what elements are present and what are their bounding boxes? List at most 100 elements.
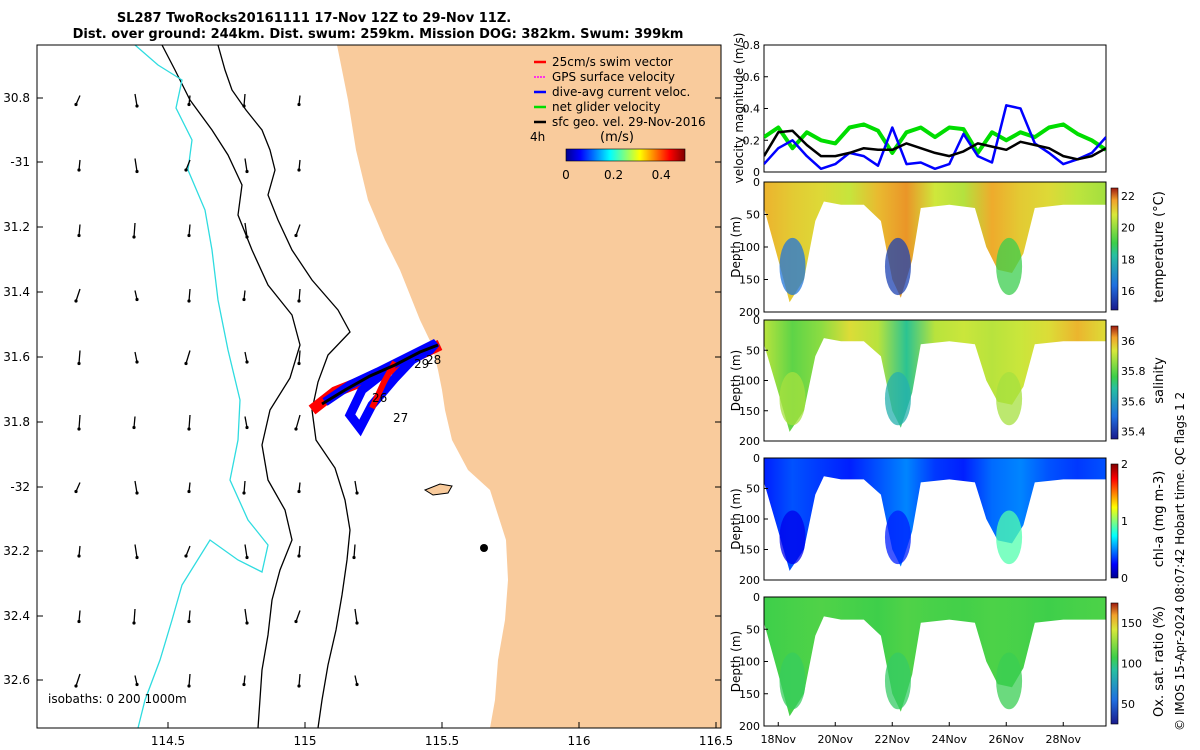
velocity-arrow	[134, 480, 138, 494]
footer-credit: © IMOS 15-Apr-2024 08:07:42 Hobart time.…	[1173, 392, 1187, 731]
section-fill-chl-a	[764, 458, 1106, 571]
section-y-tick-label: 150	[739, 274, 760, 287]
isobath-0m	[217, 45, 351, 728]
section-y-tick-label: 100	[739, 375, 760, 388]
isobath-200m	[161, 45, 301, 728]
velocity-y-tick-label: 0	[753, 166, 760, 179]
land-mass	[337, 45, 721, 728]
velocity-arrow	[75, 673, 81, 687]
date-tick-label: 22Nov	[875, 733, 911, 746]
section-y-tick-label: 200	[739, 306, 760, 319]
velocity-arrow	[295, 610, 301, 622]
velocity-arrow-head	[187, 684, 191, 688]
velocity-arrow-head	[245, 555, 249, 560]
section-colorbar-tick: 22	[1121, 190, 1135, 203]
velocity-arrow-head	[242, 491, 246, 495]
section-colorbar-tick: 35.8	[1121, 365, 1146, 378]
velocity-arrow-head	[245, 425, 249, 430]
map-colorbar-tick-label: 0	[562, 168, 570, 182]
section-ylabel-oxygen: Depth (m)	[729, 631, 743, 692]
map-x-tick-label: 116.5	[699, 734, 733, 748]
section-y-tick-label: 0	[753, 176, 760, 189]
velocity-arrow-head	[77, 233, 81, 238]
map-y-tick-label: -32	[10, 480, 30, 494]
velocity-arrow-head	[77, 361, 81, 366]
map-y-tick-label: 32.6	[3, 673, 30, 687]
velocity-arrow-head	[135, 555, 139, 560]
section-fill-oxygen	[764, 597, 1106, 717]
section-ylabel-temperature: Depth (m)	[729, 216, 743, 277]
section-y-tick-label: 0	[753, 591, 760, 604]
velocity-arrow	[185, 545, 191, 557]
section-y-tick-label: 50	[746, 623, 760, 636]
velocity-arrow-head	[135, 682, 139, 687]
section-colorbar-chl-a	[1110, 463, 1119, 579]
section-colorbar-tick: 150	[1121, 617, 1142, 630]
map-x-tick-label: 115	[294, 734, 317, 748]
velocity-arrow-head	[245, 360, 249, 364]
velocity-arrow-head	[187, 427, 191, 431]
section-fill-salinity	[764, 320, 1106, 432]
velocity-arrow	[354, 480, 358, 494]
velocity-arrow	[188, 414, 191, 430]
velocity-panel-frame	[763, 44, 1107, 173]
velocity-arrow-head	[297, 554, 301, 558]
section-ylabel-chl-a: Depth (m)	[729, 488, 743, 549]
velocity-arrow-head	[187, 489, 191, 494]
velocity-arrow	[243, 93, 246, 107]
map-y-tick-label: 31.4	[3, 285, 30, 299]
velocity-arrow-head	[187, 102, 191, 107]
velocity-arrow-head	[77, 427, 81, 431]
map-x-tick-label: 116	[568, 734, 591, 748]
section-deep-water	[996, 510, 1023, 565]
section-deep-water	[779, 652, 806, 710]
velocity-arrow-head	[245, 621, 249, 625]
section-deep-water	[884, 510, 911, 565]
section-colorbar-tick: 35.6	[1121, 395, 1146, 408]
velocity-ylabel: velocity magnitude (m/s)	[732, 33, 746, 184]
velocity-arrow	[78, 414, 81, 430]
section-temperature: 0 50 100 150 200 Depth (m) 22 20 18 16 temperature…	[729, 176, 1167, 319]
velocity-arrow-head	[184, 361, 188, 366]
velocity-arrow-head	[297, 684, 301, 688]
velocity-arrow-head	[294, 619, 298, 624]
section-clabel-oxygen: Ox. sat. ratio (%)	[1152, 606, 1167, 717]
velocity-arrow-head	[135, 360, 139, 364]
title-line-2: Dist. over ground: 244km. Dist. swum: 25…	[73, 27, 684, 42]
velocity-arrow	[244, 544, 248, 558]
date-tick-label: 26Nov	[989, 733, 1025, 746]
velocity-arrow	[298, 159, 301, 171]
section-clabel-chl-a: chl-a (mg m-3)	[1152, 471, 1167, 568]
velocity-arrow-head	[242, 682, 246, 687]
velocity-arrow-head	[135, 491, 139, 495]
velocity-arrow	[298, 673, 301, 687]
section-colorbar-tick: 36	[1121, 335, 1135, 348]
section-colorbar-tick: 20	[1121, 222, 1135, 235]
section-deep-water	[996, 652, 1023, 710]
velocity-arrow	[188, 610, 191, 622]
velocity-arrow	[134, 93, 138, 107]
section-deep-water	[996, 237, 1023, 296]
date-tick-label: 18Nov	[761, 733, 797, 746]
section-y-tick-label: 200	[739, 435, 760, 448]
velocity-arrow	[244, 351, 248, 363]
legend-label-swim: 25cm/s swim vector	[552, 55, 673, 69]
day-label-27: 27	[393, 411, 408, 425]
velocity-arrow-head	[355, 491, 359, 495]
velocity-arrow-head	[297, 361, 301, 366]
velocity-arrow-head	[187, 619, 191, 624]
section-y-tick-label: 50	[746, 344, 760, 357]
velocity-arrow-head	[184, 554, 188, 558]
velocity-arrow-head	[297, 299, 301, 303]
section-colorbar-oxygen	[1110, 602, 1119, 725]
velocity-series	[764, 104, 1106, 171]
section-y-tick-label: 100	[739, 513, 760, 526]
section-deep-water	[779, 372, 806, 426]
map-x-ticks: 114.5 115 115.5 116 116.5	[151, 722, 733, 748]
section-salinity: 0 50 100 150 200 Depth (m) 36 35.8 35.6 35.4 salin…	[729, 314, 1167, 448]
title-line-1: SL287 TwoRocks20161111 17-Nov 12Z to 29-…	[117, 11, 511, 26]
isobath-label: isobaths: 0 200 1000m	[48, 692, 187, 706]
